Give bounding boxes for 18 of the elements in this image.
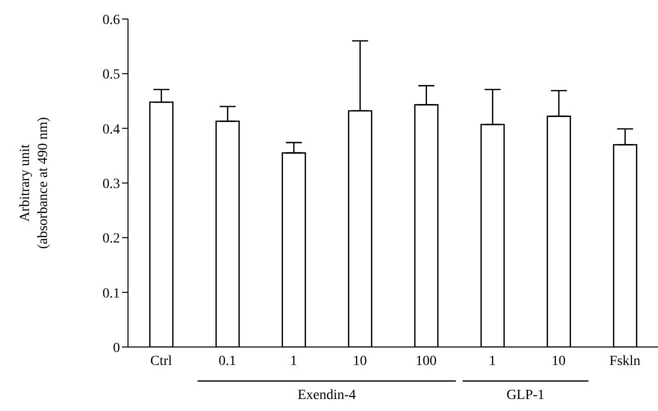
- x-tick-label: 10: [552, 354, 566, 369]
- y-tick-label: 0.6: [102, 12, 120, 28]
- x-tick-label: Fskln: [609, 354, 640, 369]
- text: GLP-1: [506, 388, 545, 403]
- y-tick-label: 0: [113, 340, 120, 356]
- x-tick-label: 100: [416, 354, 437, 369]
- y-tick-label: 0.1: [102, 286, 120, 302]
- text: Exendin-4: [298, 388, 356, 403]
- x-tick-label: 1: [290, 354, 298, 369]
- y-tick-label: 0.3: [102, 176, 120, 192]
- x-tick-label: 1: [488, 354, 496, 369]
- y-tick-label: 0.4: [102, 122, 120, 138]
- y-axis-title: Arbitrary unit (absorbance at 490 nm): [18, 116, 51, 249]
- x-tick-label: 10: [352, 354, 367, 369]
- y-tick-label: 0.2: [102, 232, 120, 247]
- x-tick-label: 0.1: [218, 354, 236, 369]
- y-tick-label: 0.5: [102, 68, 120, 83]
- x-tick-label: Ctrl: [150, 354, 172, 369]
